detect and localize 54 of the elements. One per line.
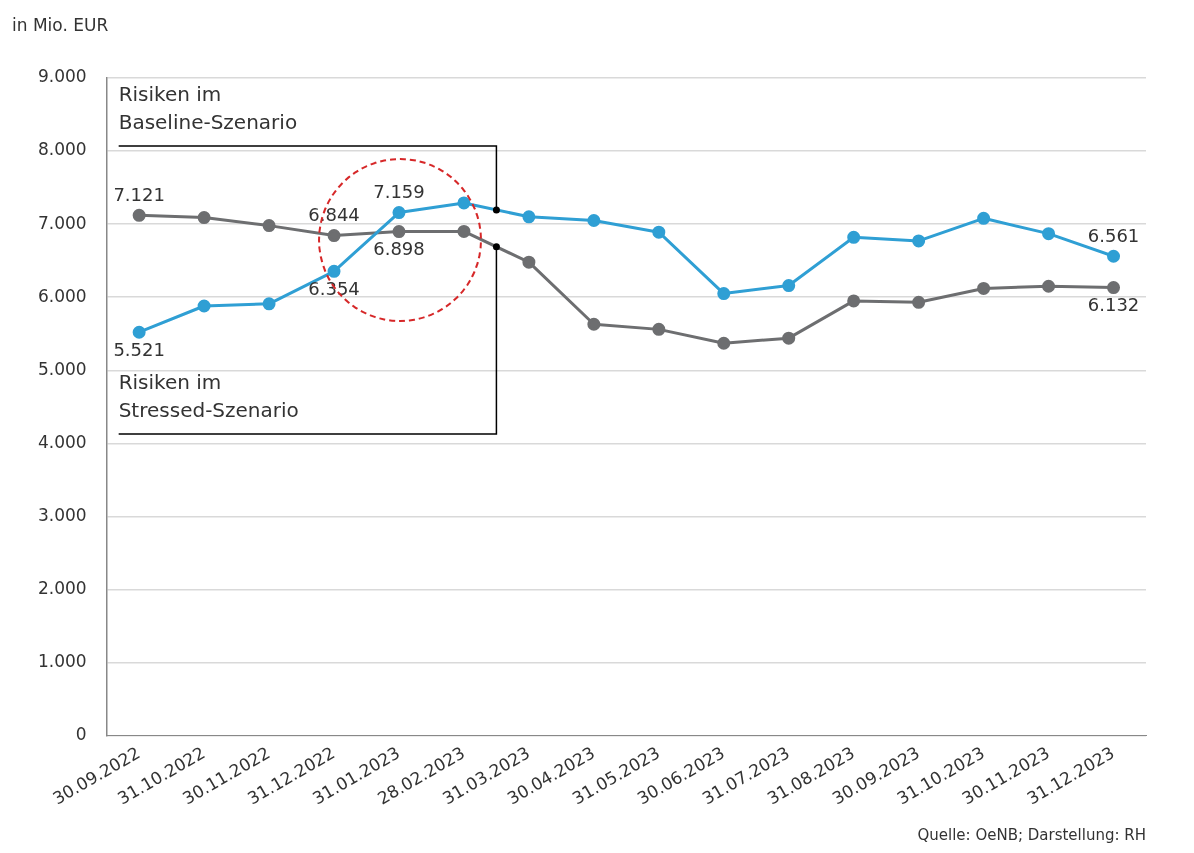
data-label: 6.898 bbox=[373, 238, 425, 260]
point bbox=[262, 297, 276, 311]
y-tick-label: 0 bbox=[75, 724, 87, 745]
point bbox=[977, 281, 991, 295]
point bbox=[197, 211, 211, 225]
point bbox=[1042, 279, 1056, 293]
data-label: 7.121 bbox=[113, 183, 165, 205]
y-tick-label: 9.000 bbox=[38, 66, 87, 87]
point bbox=[197, 299, 211, 313]
point bbox=[522, 255, 536, 269]
point bbox=[912, 234, 926, 248]
point bbox=[652, 322, 666, 336]
data-label: 6.354 bbox=[308, 278, 360, 300]
point bbox=[392, 206, 406, 220]
y-tick-label: 1.000 bbox=[38, 651, 87, 672]
y-tick-label: 7.000 bbox=[38, 212, 87, 233]
point bbox=[457, 196, 471, 210]
y-tick-label: 2.000 bbox=[38, 577, 87, 598]
point bbox=[392, 225, 406, 239]
point bbox=[847, 294, 861, 308]
point bbox=[912, 295, 926, 309]
point bbox=[587, 213, 601, 227]
y-tick-label: 4.000 bbox=[38, 431, 87, 452]
text: Risiken im Baseline-Szenario bbox=[118, 82, 298, 135]
data-label: 6.844 bbox=[308, 204, 360, 226]
y-tick-label: 3.000 bbox=[38, 504, 87, 525]
point bbox=[782, 279, 796, 293]
point bbox=[782, 331, 796, 345]
point bbox=[132, 208, 146, 222]
y-tick-label: 6.000 bbox=[38, 285, 87, 306]
point bbox=[587, 317, 601, 331]
y-axis-title: in Mio. EUR bbox=[12, 14, 109, 35]
point bbox=[132, 325, 146, 339]
point bbox=[652, 225, 666, 239]
point bbox=[327, 264, 341, 278]
data-label: 6.561 bbox=[1087, 224, 1140, 246]
point bbox=[262, 219, 276, 233]
point bbox=[1042, 227, 1056, 241]
point bbox=[717, 336, 731, 350]
point bbox=[717, 287, 731, 301]
point bbox=[1107, 281, 1121, 295]
text: Risiken im Stressed-Szenario bbox=[118, 370, 299, 423]
source-note: Quelle: OeNB; Darstellung: RH bbox=[917, 826, 1146, 845]
point bbox=[457, 224, 471, 238]
y-tick-label: 8.000 bbox=[38, 139, 87, 160]
point bbox=[522, 210, 536, 224]
point bbox=[327, 229, 341, 243]
data-label: 5.521 bbox=[113, 338, 165, 360]
y-tick-label: 5.000 bbox=[38, 358, 87, 379]
data-label: 6.132 bbox=[1087, 294, 1140, 316]
point bbox=[1107, 249, 1121, 263]
data-label: 7.159 bbox=[373, 181, 425, 203]
point bbox=[977, 211, 991, 225]
point bbox=[847, 230, 861, 244]
